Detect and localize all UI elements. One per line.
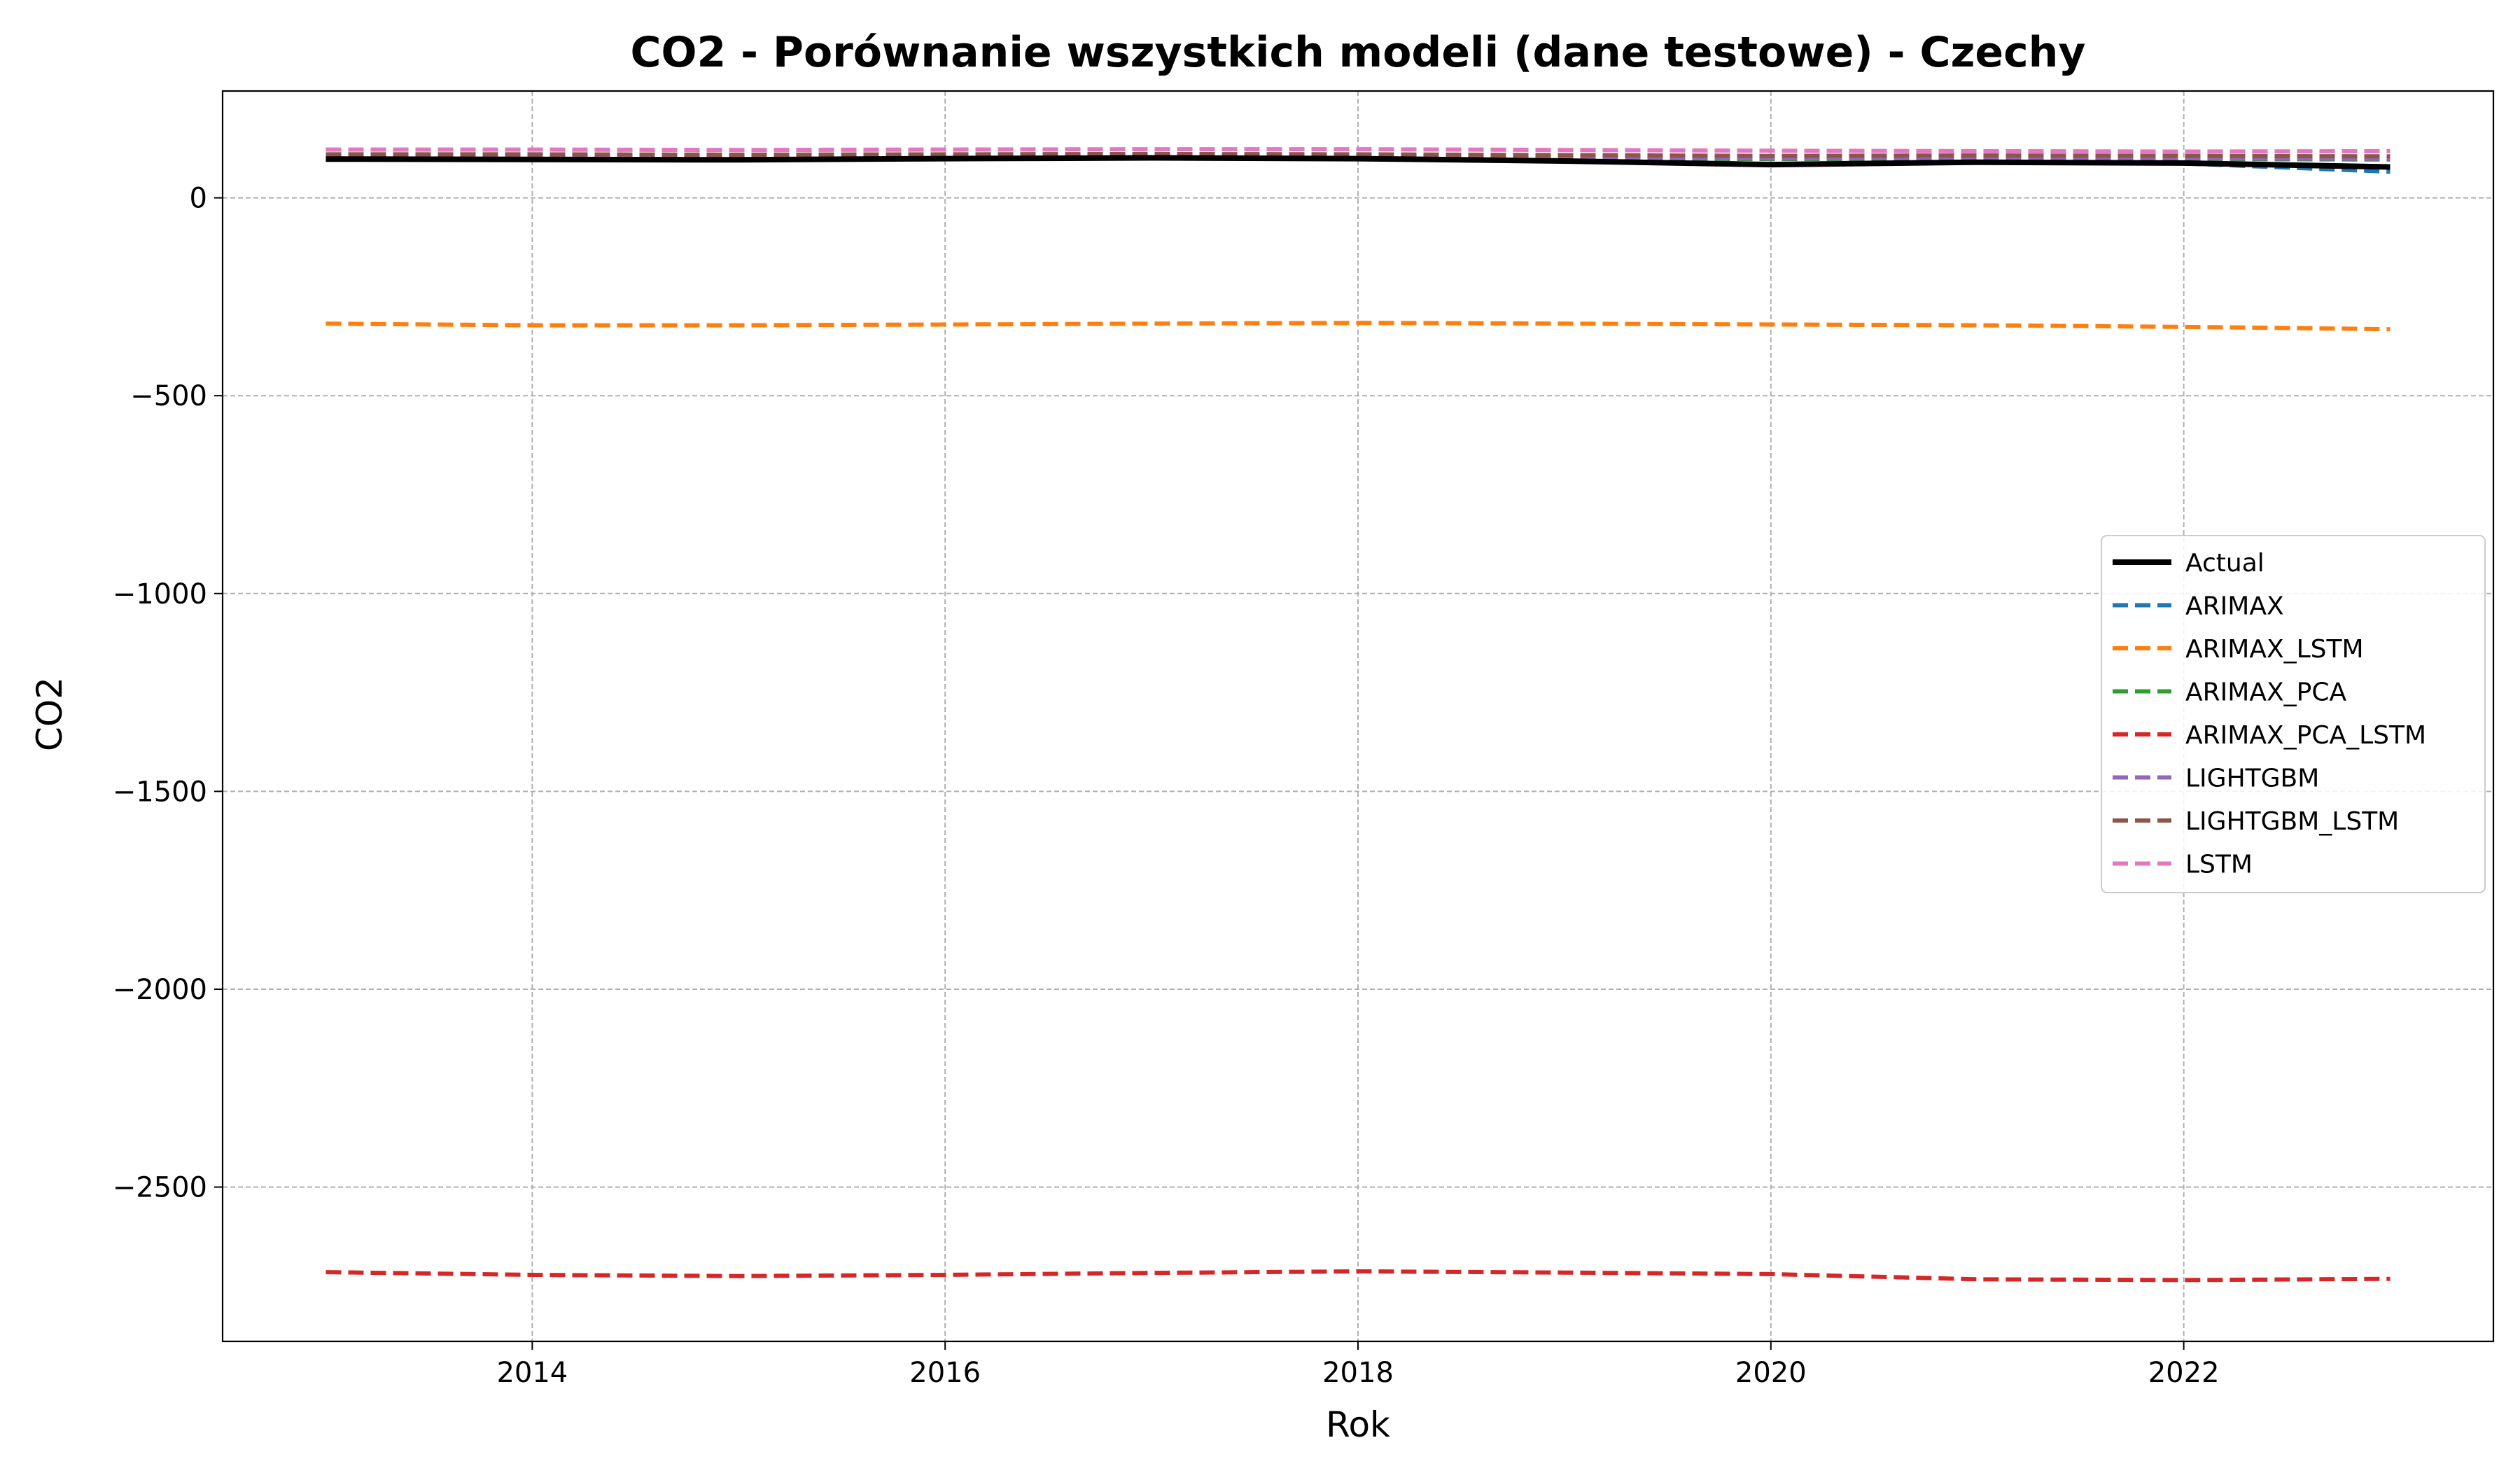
series-line-actual bbox=[326, 155, 2390, 170]
series-group bbox=[326, 147, 2390, 1283]
x-axis-label: Rok bbox=[1326, 1404, 1390, 1445]
x-tick-label: 2018 bbox=[1322, 1357, 1394, 1389]
y-tick-label: −2000 bbox=[113, 974, 207, 1006]
legend-label: ARIMAX_PCA bbox=[2185, 678, 2346, 707]
legend-label: LIGHTGBM bbox=[2185, 765, 2319, 793]
y-tick-label: −500 bbox=[130, 380, 207, 412]
chart-title: CO2 - Porównanie wszystkich modeli (dane… bbox=[631, 28, 2086, 77]
series-line-arimax-pca-lstm bbox=[326, 1269, 2390, 1283]
y-tick-label: −2500 bbox=[113, 1172, 207, 1204]
x-tick-label: 2016 bbox=[909, 1357, 981, 1389]
series-line-lightgbm-lstm bbox=[326, 151, 2390, 159]
legend-label: ARIMAX_PCA_LSTM bbox=[2185, 721, 2426, 750]
y-tick-label: −1000 bbox=[113, 578, 207, 610]
y-axis-label: CO2 bbox=[29, 677, 70, 751]
series-line-lstm bbox=[326, 147, 2390, 154]
y-tick-label: 0 bbox=[190, 183, 207, 215]
legend-label: LSTM bbox=[2185, 851, 2253, 879]
grid bbox=[223, 91, 2493, 1341]
legend-label: Actual bbox=[2185, 549, 2264, 578]
y-tick-label: −1500 bbox=[113, 776, 207, 808]
x-tick-label: 2014 bbox=[496, 1357, 568, 1389]
legend-label: ARIMAX bbox=[2185, 592, 2284, 621]
legend: Actual ARIMAX ARIMAX_LSTM ARIMAX_PCA ARIMAX_… bbox=[2101, 535, 2486, 893]
legend-label: ARIMAX_LSTM bbox=[2185, 635, 2364, 664]
x-tick-label: 2022 bbox=[2148, 1357, 2220, 1389]
legend-box bbox=[2101, 535, 2486, 893]
legend-label: LIGHTGBM_LSTM bbox=[2185, 807, 2399, 836]
series-line-arimax-lstm bbox=[326, 321, 2390, 332]
axis-ticks: 2014 2016 2018 2020 2022 0 −500 −1000 −1500 −2000… bbox=[113, 183, 2220, 1389]
x-tick-label: 2020 bbox=[1735, 1357, 1807, 1389]
